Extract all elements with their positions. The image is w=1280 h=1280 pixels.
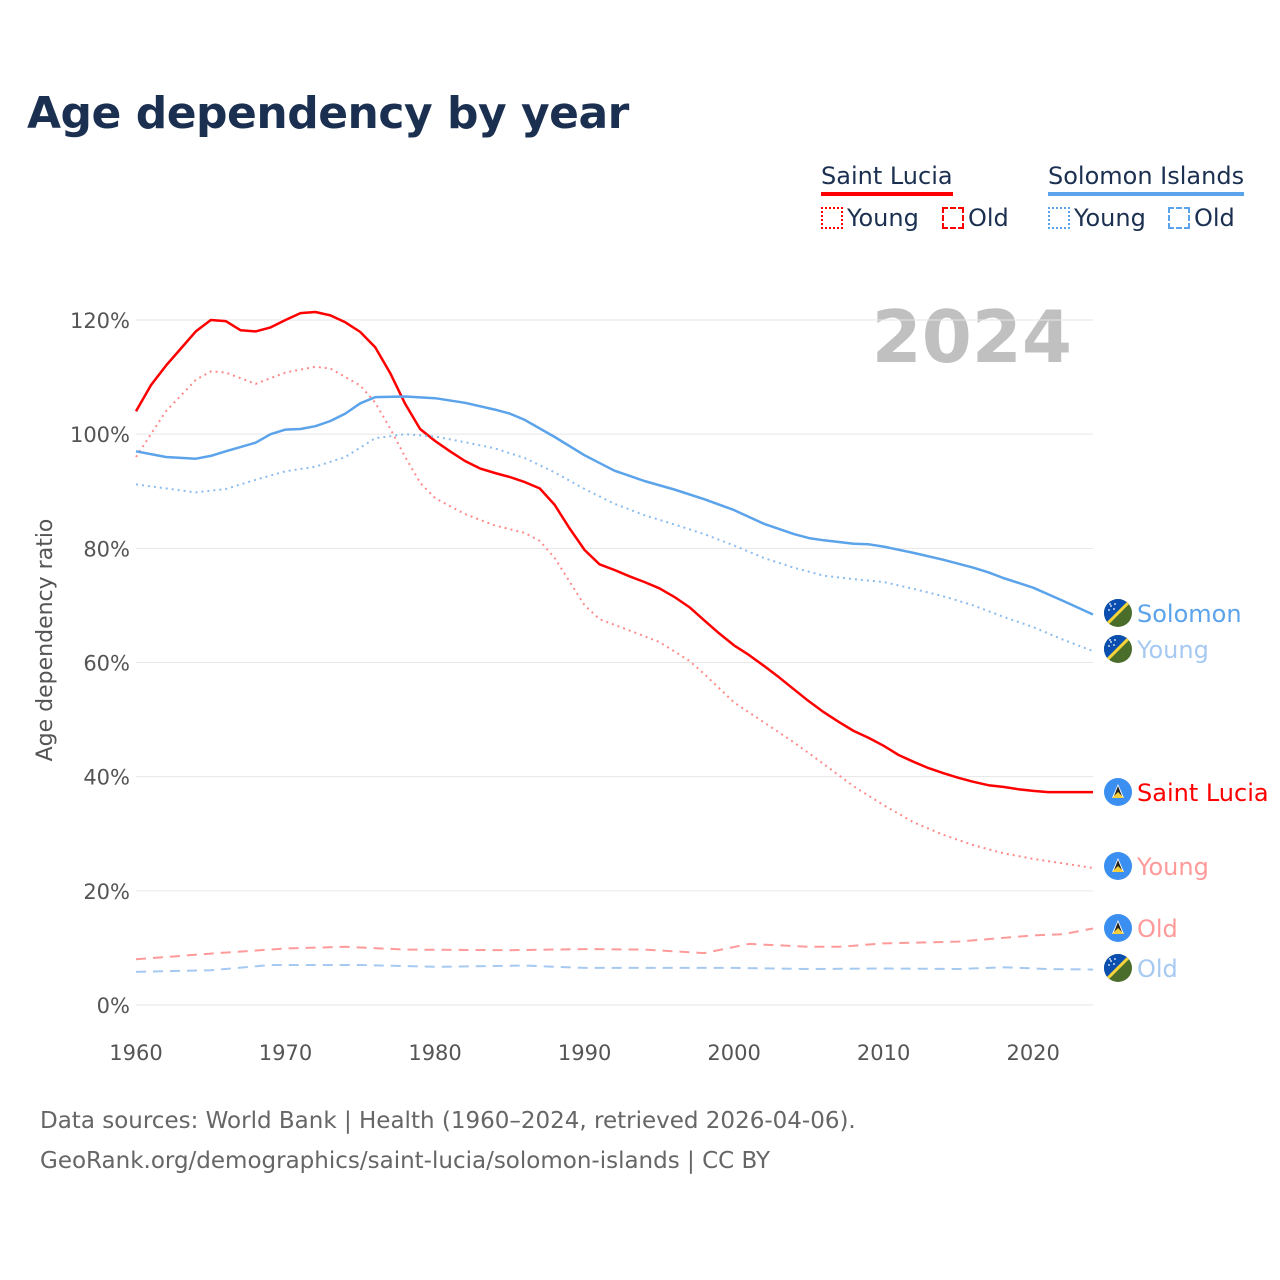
- solomon-islands-flag-icon: [1104, 635, 1132, 663]
- series-line-solomon-islands[interactable]: [135, 395, 1094, 616]
- series-line-saint-lucia-old[interactable]: [135, 927, 1094, 961]
- dashed-swatch-icon: [942, 207, 964, 229]
- series-line-solomon-islands-young[interactable]: [135, 433, 1094, 653]
- y-axis-label: Age dependency ratio: [33, 519, 58, 762]
- legend-saint-lucia-old[interactable]: Old: [942, 204, 1009, 232]
- end-label: Old: [1137, 955, 1178, 983]
- series-line-saint-lucia-young[interactable]: [135, 365, 1094, 869]
- y-tick-label: 0%: [97, 994, 130, 1018]
- year-watermark: 2024: [872, 295, 1072, 379]
- x-tick-label: 1990: [558, 1041, 611, 1065]
- legend-label: Young: [1074, 204, 1146, 232]
- end-label: Young: [1136, 636, 1209, 664]
- end-label: Solomon: [1137, 600, 1242, 628]
- solomon-islands-flag-icon: [1104, 954, 1132, 982]
- x-tick-label: 2010: [857, 1041, 910, 1065]
- series-line-saint-lucia[interactable]: [134, 310, 1093, 794]
- x-tick-label: 1970: [259, 1041, 312, 1065]
- chart-title: Age dependency by year: [27, 88, 629, 139]
- saint-lucia-flag-icon: [1104, 852, 1132, 880]
- y-tick-label: 80%: [83, 537, 130, 561]
- legend-solomon-islands[interactable]: Solomon Islands: [1048, 162, 1245, 196]
- y-tick-label: 100%: [70, 423, 130, 447]
- x-tick-label: 2000: [707, 1041, 760, 1065]
- x-tick-label: 1980: [408, 1041, 461, 1065]
- y-tick-label: 40%: [83, 766, 130, 790]
- dotted-swatch-icon: [1048, 207, 1070, 229]
- legend-solomon-old[interactable]: Old: [1168, 204, 1235, 232]
- legend-label: Old: [968, 204, 1009, 232]
- legend-label: Young: [847, 204, 919, 232]
- footer-link[interactable]: GeoRank.org/demographics/saint-lucia/sol…: [40, 1148, 771, 1174]
- x-tick-label: 2020: [1006, 1041, 1059, 1065]
- y-tick-label: 120%: [70, 309, 130, 333]
- solomon-islands-flag-icon: [1104, 599, 1132, 627]
- legend-label: Old: [1194, 204, 1235, 232]
- saint-lucia-flag-icon: [1104, 778, 1132, 806]
- dotted-swatch-icon: [821, 207, 843, 229]
- end-label: Young: [1136, 853, 1209, 881]
- y-tick-label: 20%: [83, 880, 130, 904]
- end-label: Old: [1137, 915, 1178, 943]
- legend-saint-lucia[interactable]: Saint Lucia: [821, 162, 953, 196]
- dashed-swatch-icon: [1168, 207, 1190, 229]
- y-tick-label: 60%: [83, 652, 130, 676]
- footer-sources: Data sources: World Bank | Health (1960–…: [40, 1108, 856, 1134]
- legend-saint-lucia-young[interactable]: Young: [821, 204, 919, 232]
- end-label: Saint Lucia: [1137, 779, 1269, 807]
- legend-solomon-young[interactable]: Young: [1048, 204, 1146, 232]
- series-line-solomon-islands-old[interactable]: [135, 964, 1094, 973]
- saint-lucia-flag-icon: [1104, 914, 1132, 942]
- x-tick-label: 1960: [109, 1041, 162, 1065]
